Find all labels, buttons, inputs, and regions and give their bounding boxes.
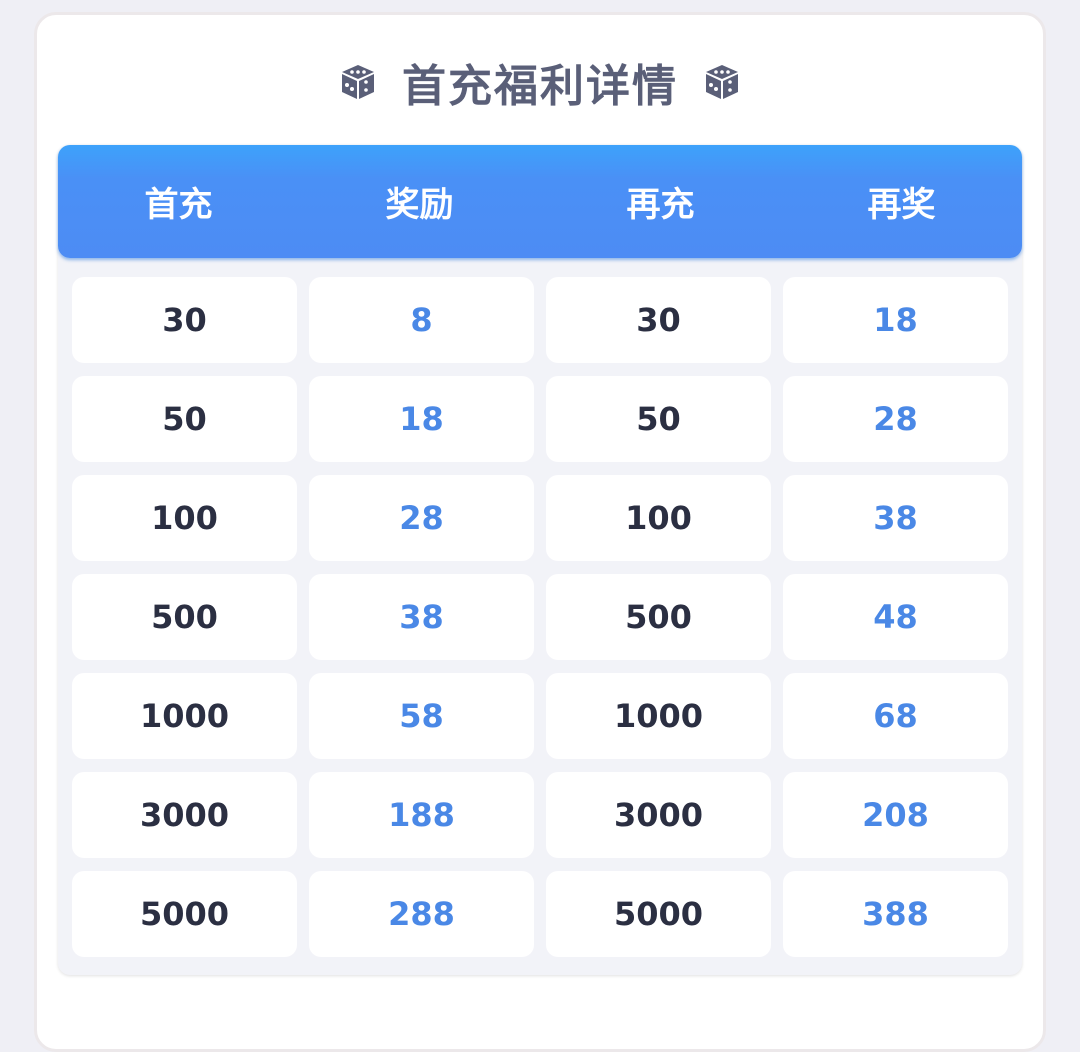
- first-recharge-cell: 500: [72, 574, 297, 660]
- reward-cell: 38: [309, 574, 534, 660]
- reward-again-cell: 48: [783, 574, 1008, 660]
- reward-again-cell: 208: [783, 772, 1008, 858]
- first-recharge-cell: 5000: [72, 871, 297, 957]
- table-body: 30 8 30 18 50 18 50 28 100 28 100 38 500 38 500 48 1000 5…: [72, 277, 1008, 970]
- reward-again-cell: 18: [783, 277, 1008, 363]
- table-row: 30 8 30 18: [72, 277, 1008, 363]
- benefit-table: 首充 奖励 再充 再奖 30 8 30 18 50 18 50 28 100 28 100 38 500…: [58, 145, 1022, 975]
- recharge-again-cell: 1000: [546, 673, 771, 759]
- reward-cell: 28: [309, 475, 534, 561]
- recharge-again-cell: 100: [546, 475, 771, 561]
- reward-again-cell: 38: [783, 475, 1008, 561]
- reward-again-cell: 388: [783, 871, 1008, 957]
- first-recharge-cell: 30: [72, 277, 297, 363]
- header-recharge-again: 再充: [626, 185, 695, 225]
- first-recharge-cell: 3000: [72, 772, 297, 858]
- table-header: 首充 奖励 再充 再奖: [58, 145, 1022, 258]
- table-row: 100 28 100 38: [72, 475, 1008, 561]
- dice-icon: [706, 65, 738, 99]
- header-reward: 奖励: [385, 185, 454, 225]
- header-reward-again: 再奖: [867, 185, 936, 225]
- reward-cell: 8: [309, 277, 534, 363]
- recharge-again-cell: 30: [546, 277, 771, 363]
- table-row: 3000 188 3000 208: [72, 772, 1008, 858]
- dice-icon: [342, 65, 374, 99]
- recharge-again-cell: 50: [546, 376, 771, 462]
- reward-cell: 18: [309, 376, 534, 462]
- table-row: 5000 288 5000 388: [72, 871, 1008, 957]
- reward-cell: 58: [309, 673, 534, 759]
- first-recharge-cell: 50: [72, 376, 297, 462]
- recharge-again-cell: 3000: [546, 772, 771, 858]
- recharge-again-cell: 5000: [546, 871, 771, 957]
- reward-again-cell: 68: [783, 673, 1008, 759]
- reward-cell: 188: [309, 772, 534, 858]
- table-row: 1000 58 1000 68: [72, 673, 1008, 759]
- first-recharge-cell: 100: [72, 475, 297, 561]
- table-row: 500 38 500 48: [72, 574, 1008, 660]
- header-first-recharge: 首充: [144, 185, 213, 225]
- first-recharge-cell: 1000: [72, 673, 297, 759]
- recharge-again-cell: 500: [546, 574, 771, 660]
- reward-again-cell: 28: [783, 376, 1008, 462]
- reward-cell: 288: [309, 871, 534, 957]
- title-text: 首充福利详情: [402, 61, 678, 112]
- table-row: 50 18 50 28: [72, 376, 1008, 462]
- page-title: 首充福利详情: [0, 52, 1080, 112]
